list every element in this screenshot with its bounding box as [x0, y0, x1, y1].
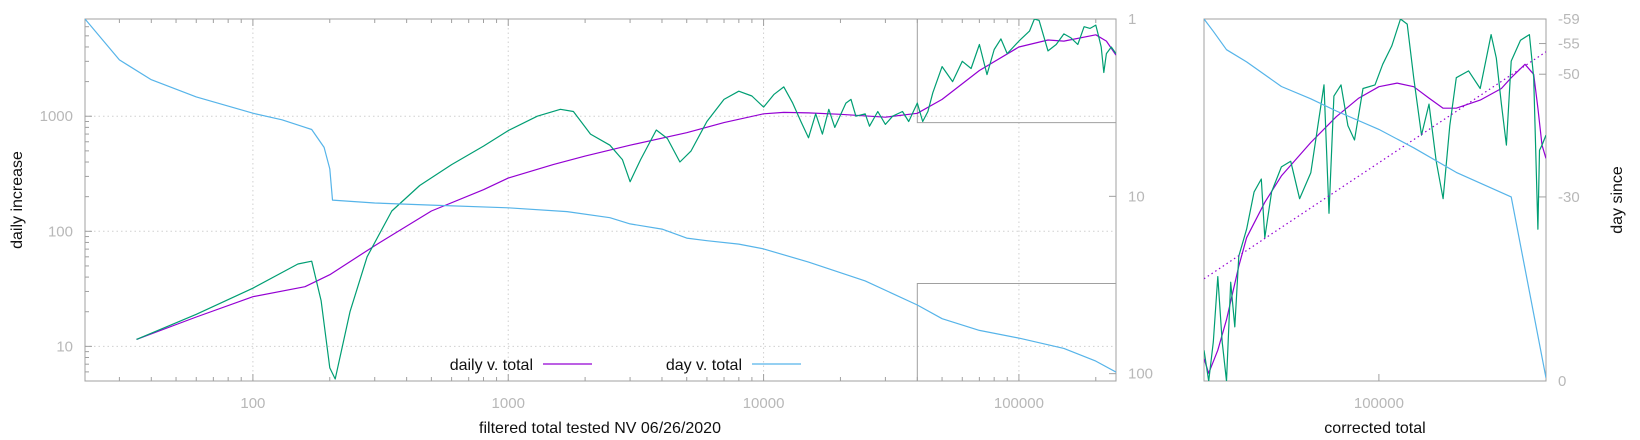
series-line-0	[136, 34, 1116, 340]
series-line-2	[1204, 51, 1546, 280]
zoom-y2-axis-label: day since	[1609, 166, 1626, 234]
x-tick-label: 1000	[492, 395, 525, 412]
series-line-2	[85, 19, 1116, 373]
x-tick-label: 100000	[994, 395, 1044, 412]
legend-day-label: day v. total	[666, 357, 742, 374]
x-tick-label: 100	[240, 395, 265, 412]
y2-tick-label: 1	[1128, 11, 1136, 28]
y2-tick-label: 100	[1128, 366, 1153, 383]
y2-tick-label: -55	[1558, 36, 1580, 53]
series-line-3	[1204, 19, 1546, 379]
y2-tick-label: 0	[1558, 373, 1566, 390]
y-tick-label: 10	[56, 338, 73, 355]
series-line-1	[136, 19, 1116, 380]
y2-tick-label: -30	[1558, 189, 1580, 206]
series-group	[85, 19, 1116, 380]
zoom-x-axis-label: corrected total	[1324, 420, 1425, 437]
y2-tick-label: 10	[1128, 188, 1145, 205]
zoom-region-lower	[916, 282, 1116, 381]
series-line-1	[1204, 19, 1546, 381]
plot-frame	[1203, 18, 1547, 382]
x-tick-label: 100000	[1354, 395, 1404, 412]
legend-daily-label: daily v. total	[450, 357, 533, 374]
plot-frame	[84, 18, 1117, 382]
series-group	[1204, 19, 1546, 381]
series-line-0	[1204, 63, 1546, 374]
y-tick-label: 1000	[40, 108, 73, 125]
main-y-axis-label: daily increase	[9, 151, 26, 249]
y2-tick-label: -50	[1558, 66, 1580, 83]
main-panel: 100 1000 10000 100000 10 100 1000 1 10 100	[40, 11, 1153, 412]
y-tick-label: 100	[48, 223, 73, 240]
zoom-panel: 100000 -59 -55 -50 -30 0	[1203, 11, 1580, 412]
x-tick-label: 10000	[743, 395, 785, 412]
y2-tick-label: -59	[1558, 11, 1580, 28]
main-x-axis-label: filtered total tested NV 06/26/2020	[479, 420, 721, 437]
zoom-region-upper	[916, 19, 1116, 124]
